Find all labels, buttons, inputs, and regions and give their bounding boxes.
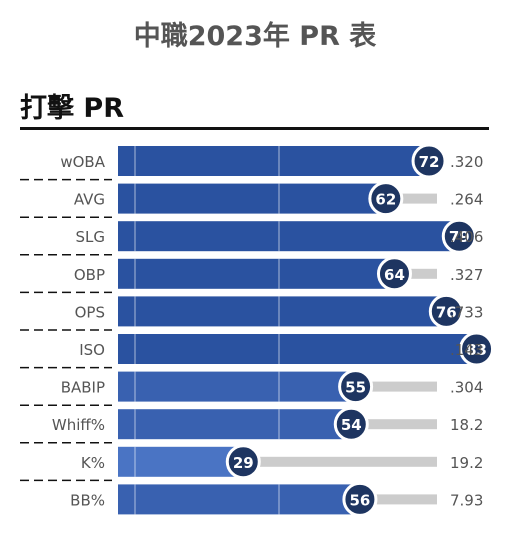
pr-badge — [376, 256, 412, 292]
pr-badge — [441, 218, 477, 254]
bar-track — [394, 268, 437, 279]
category-label: OBP — [74, 266, 105, 284]
bar — [118, 484, 360, 515]
bar-track — [351, 419, 437, 430]
pr-badge — [368, 181, 404, 217]
stat-value: .327 — [450, 266, 483, 284]
bar-track — [355, 381, 437, 392]
bar — [118, 334, 477, 364]
pr-badge — [225, 444, 261, 480]
bar-track — [243, 456, 437, 467]
pr-badge — [342, 481, 378, 517]
pr-value-label: 83 — [466, 341, 487, 359]
category-label: AVG — [74, 191, 105, 209]
bar — [118, 296, 447, 327]
bar — [118, 183, 386, 214]
section-divider — [20, 127, 489, 130]
category-label: BABIP — [61, 379, 105, 397]
bar — [118, 146, 430, 176]
pr-value-label: 29 — [233, 454, 254, 472]
category-label: Whiff% — [52, 416, 105, 434]
page-title: 中職2023年 PR 表 — [133, 21, 377, 52]
pr-badge — [459, 331, 495, 367]
pr-value-label: 64 — [384, 266, 405, 284]
category-label: SLG — [75, 228, 105, 246]
pr-badge — [428, 293, 464, 329]
pr-value-label: 54 — [341, 416, 362, 434]
stat-value: 7.93 — [450, 491, 483, 509]
pr-value-label: 55 — [345, 379, 366, 397]
category-label: OPS — [75, 303, 105, 321]
stat-value: .304 — [450, 379, 483, 397]
pr-badge — [333, 406, 369, 442]
bar — [118, 446, 244, 477]
stat-value: .733 — [450, 303, 483, 321]
pr-value-label: 79 — [449, 228, 470, 246]
bar — [118, 409, 352, 440]
stat-value: .143 — [450, 341, 483, 359]
section-title: 打擊 PR — [20, 93, 124, 124]
category-label: BB% — [70, 491, 105, 509]
stat-value: 18.2 — [450, 416, 483, 434]
bar — [118, 221, 460, 252]
pr-value-label: 56 — [349, 491, 370, 509]
bar — [118, 371, 356, 402]
stat-value: .264 — [450, 191, 483, 209]
pr-value-label: 72 — [419, 153, 440, 171]
stat-value: 19.2 — [450, 454, 483, 472]
pr-badge — [411, 143, 447, 179]
category-label: wOBA — [60, 153, 105, 171]
pr-badge — [338, 369, 374, 405]
pr-value-label: 76 — [436, 303, 457, 321]
stat-value: .406 — [450, 228, 483, 246]
category-label: ISO — [79, 341, 105, 359]
category-label: K% — [81, 454, 105, 472]
bar-track — [359, 494, 437, 505]
bar-track — [385, 193, 437, 204]
stat-value: .320 — [450, 153, 483, 171]
pr-value-label: 62 — [375, 191, 396, 209]
bar — [118, 258, 395, 289]
